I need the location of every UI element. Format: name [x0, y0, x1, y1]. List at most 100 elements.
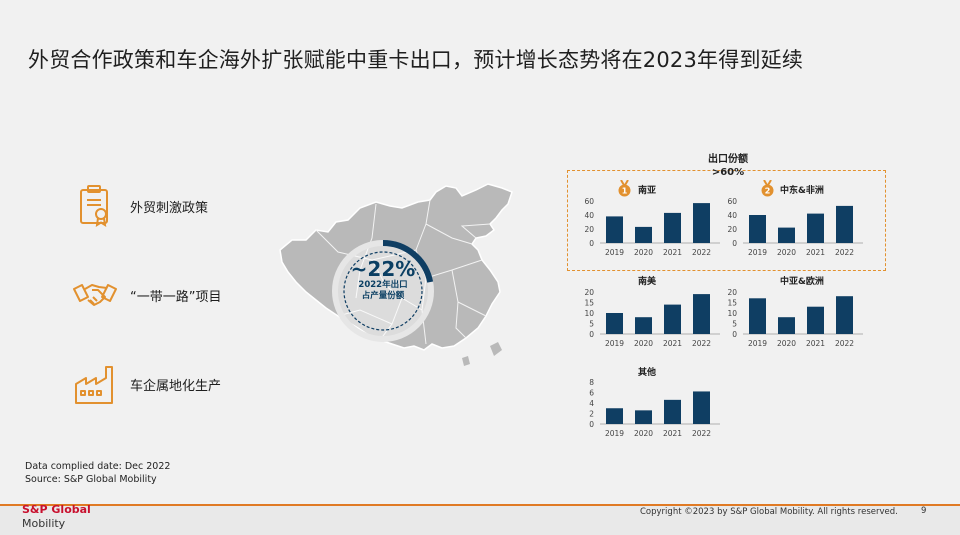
y-tick-label: 20: [584, 288, 594, 297]
bar-2020: [778, 227, 795, 243]
footer-bar: [0, 506, 960, 535]
x-tick-label: 2019: [605, 339, 624, 348]
bar-2020: [635, 317, 652, 334]
certificate-icon: [80, 185, 108, 227]
x-tick-label: 2022: [692, 339, 711, 348]
chart-other: 02 46 8 2019 2020 2021 2022: [589, 378, 720, 438]
x-tick-label: 2020: [634, 339, 653, 348]
share-value: ~22%: [350, 257, 416, 281]
bar-2019: [606, 408, 623, 424]
x-tick-label: 2021: [663, 339, 682, 348]
bar-2019: [606, 216, 623, 243]
bar-2021: [664, 399, 681, 424]
x-tick-label: 2021: [806, 248, 825, 257]
page-title: 外贸合作政策和车企海外扩张赋能中重卡出口，预计增长态势将在2023年得到延续: [28, 48, 804, 72]
x-tick-label: 2020: [777, 248, 796, 257]
x-tick-label: 2020: [634, 248, 653, 257]
y-tick-label: 60: [727, 197, 737, 206]
y-tick-label: 4: [589, 399, 594, 408]
y-tick-label: 60: [584, 197, 594, 206]
chart-title-south-asia: 南亚: [638, 186, 657, 196]
share-label: ~22% 2022年出口 占产量份额: [328, 258, 438, 302]
medal-number: 1: [622, 187, 628, 196]
bar-2020: [635, 226, 652, 243]
x-tick-label: 2019: [748, 339, 767, 348]
source-date: Data complied date: Dec 2022: [25, 461, 171, 472]
factory-icon: [75, 366, 113, 404]
bar-2020: [635, 410, 652, 424]
chart-south-asia: 0 20 40 60 2019 2020 2021 2022: [584, 197, 720, 257]
bar-2022: [693, 203, 710, 243]
page-number: 9: [921, 506, 927, 516]
y-tick-label: 0: [732, 330, 737, 339]
bar-2022: [836, 205, 853, 243]
y-tick-label: 20: [584, 225, 594, 234]
bar-2021: [664, 304, 681, 334]
driver-local-production: 车企属地化生产: [72, 361, 221, 407]
x-tick-label: 2022: [692, 429, 711, 438]
x-tick-label: 2019: [605, 248, 624, 257]
share-line1: 2022年出口: [358, 280, 408, 290]
x-tick-label: 2020: [777, 339, 796, 348]
bar-2022: [693, 391, 710, 424]
bar-2022: [693, 294, 710, 334]
source-name: Source: S&P Global Mobility: [25, 474, 157, 485]
chart-title-middle-east-africa: 中东&非洲: [780, 186, 824, 196]
driver-label: 外贸刺激政策: [130, 200, 209, 216]
y-tick-label: 5: [732, 320, 737, 329]
y-tick-label: 2: [589, 410, 594, 419]
y-tick-label: 15: [727, 299, 737, 308]
highlight-line1: 出口份额: [708, 154, 748, 165]
chart-title-other: 其他: [638, 368, 657, 378]
highlight-line2: >60%: [711, 167, 745, 178]
chart-title-south-america: 南美: [638, 277, 657, 287]
bar-2021: [664, 212, 681, 243]
highlight-box: [567, 170, 886, 271]
handshake-icon: [73, 284, 117, 306]
x-tick-label: 2019: [605, 429, 624, 438]
x-tick-label: 2019: [748, 248, 767, 257]
bar-2021: [807, 213, 824, 243]
y-tick-label: 6: [589, 389, 594, 398]
x-tick-label: 2021: [806, 339, 825, 348]
copyright-notice: Copyright ©2023 by S&P Global Mobility. …: [640, 507, 898, 517]
driver-label: 车企属地化生产: [130, 378, 222, 394]
bar-2021: [807, 306, 824, 334]
chart-middle-east-africa: 0 20 40 60 2019 2020 2021 2022: [727, 197, 863, 257]
logo-sp-global: S&P Global: [22, 503, 91, 516]
medal-number: 2: [765, 187, 771, 196]
y-tick-label: 20: [727, 225, 737, 234]
footer-rule: [0, 504, 960, 506]
x-tick-label: 2021: [663, 429, 682, 438]
driver-belt-road: “一带一路”项目: [72, 272, 221, 318]
y-tick-label: 40: [584, 211, 594, 220]
y-tick-label: 20: [727, 288, 737, 297]
y-tick-label: 15: [584, 299, 594, 308]
y-tick-label: 0: [589, 420, 594, 429]
driver-label: “一带一路”项目: [130, 289, 222, 305]
y-tick-label: 8: [589, 378, 594, 387]
share-line2: 占产量份额: [361, 291, 405, 301]
bar-2022: [836, 296, 853, 334]
share-arc: [382, 240, 434, 283]
chart-title-central-asia-europe: 中亚&欧洲: [780, 277, 824, 287]
bar-2019: [749, 298, 766, 334]
logo-mobility: Mobility: [22, 517, 66, 530]
bar-2020: [778, 317, 795, 334]
y-tick-label: 0: [732, 239, 737, 248]
x-tick-label: 2020: [634, 429, 653, 438]
bar-2019: [749, 215, 766, 243]
x-tick-label: 2021: [663, 248, 682, 257]
y-tick-label: 0: [589, 330, 594, 339]
highlight-title: 出口份额 >60%: [690, 153, 766, 179]
y-tick-label: 5: [589, 320, 594, 329]
export-share-ring: [332, 240, 434, 342]
y-tick-label: 0: [589, 239, 594, 248]
x-tick-label: 2022: [692, 248, 711, 257]
y-tick-label: 10: [584, 309, 594, 318]
medal-icon-1: 1: [618, 180, 631, 197]
driver-trade-policy: 外贸刺激政策: [72, 183, 208, 229]
x-tick-label: 2022: [835, 339, 854, 348]
